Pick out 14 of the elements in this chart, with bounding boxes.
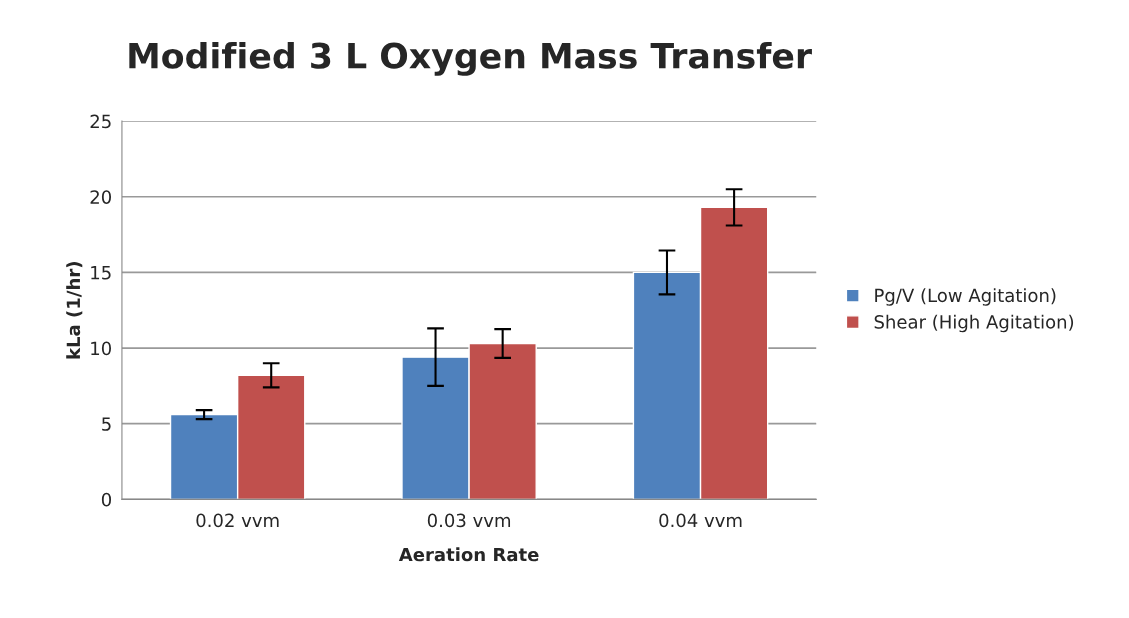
- legend-label: Shear (High Agitation): [874, 314, 1074, 333]
- x-axis-title: Aeration Rate: [398, 547, 539, 562]
- y-axis-title: kLa (1/hr): [66, 262, 83, 359]
- x-tick-label: 0.03 vvm: [427, 513, 511, 528]
- y-tick-label: 25: [90, 114, 111, 129]
- legend-label: Pg/V (Low Agitation): [875, 288, 1056, 306]
- y-tick-label: 0: [101, 492, 112, 507]
- y-tick-label: 15: [91, 266, 111, 280]
- chart-title: Modified 3 L Oxygen Mass Transfer: [129, 41, 812, 76]
- y-tick-label: 20: [90, 190, 112, 204]
- y-tick-label: 10: [91, 341, 112, 356]
- y-tick-label: 5: [102, 417, 111, 431]
- x-tick-label: 0.02 vvm: [196, 513, 279, 528]
- x-tick-label: 0.04 vvm: [659, 513, 742, 528]
